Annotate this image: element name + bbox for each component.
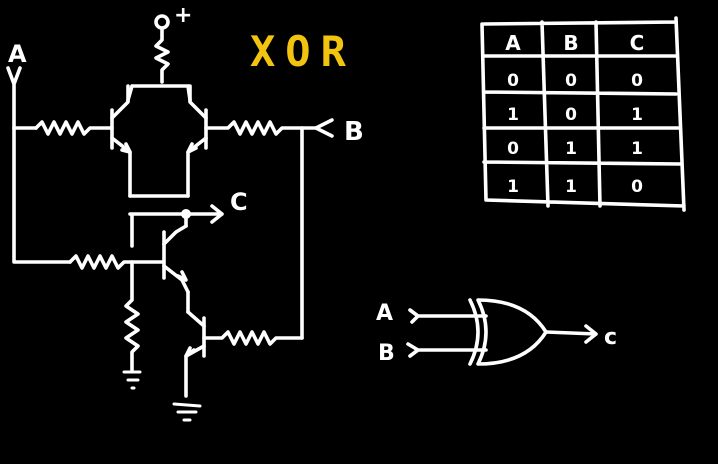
truth-table-cell: 1 <box>631 139 643 159</box>
truth-table-cell: 0 <box>565 71 577 91</box>
ground-symbol-1 <box>122 370 142 390</box>
truth-table-header-a: A <box>505 31 521 55</box>
truth-table-cell: 0 <box>565 105 577 125</box>
output-c-arrow <box>184 204 224 224</box>
gate-input-b-label: B <box>378 341 395 366</box>
resistor-q4-base <box>202 330 304 346</box>
input-a-wire <box>12 126 72 264</box>
input-b-label: B <box>344 117 364 147</box>
emitter-resistor <box>124 260 140 372</box>
transistor-q3 <box>162 224 190 294</box>
transistor-circuit: + A B C <box>6 3 364 422</box>
truth-table-cell: 0 <box>631 177 643 197</box>
collector-bridge-wire <box>128 194 190 248</box>
truth-table-grid <box>480 16 686 212</box>
transistor-q2 <box>186 84 208 198</box>
truth-table-cell: 1 <box>507 177 519 197</box>
xor-gate-back-arc <box>468 298 480 366</box>
diagram-title: XOR <box>250 27 356 76</box>
truth-table-cell: 0 <box>507 71 519 91</box>
transistor-q4 <box>184 290 206 398</box>
truth-table-cell: 0 <box>631 71 643 91</box>
ground-symbol-2 <box>172 402 202 422</box>
gate-output-label: c <box>604 325 617 350</box>
input-a-arrow <box>6 66 22 130</box>
resistor-q2-base <box>204 120 318 136</box>
xor-gate-symbol: A B c <box>376 298 617 366</box>
supply-terminal <box>154 14 170 84</box>
truth-table: A B C 0 0 0 1 0 1 0 1 1 1 1 0 <box>480 16 686 212</box>
gate-output-arrow <box>544 324 598 344</box>
truth-table-cell: 1 <box>631 105 643 125</box>
input-b-arrow <box>314 118 334 138</box>
xor-gate-body <box>476 298 548 366</box>
resistor-q1-base <box>34 120 114 136</box>
truth-table-cell: 1 <box>565 139 577 159</box>
truth-table-header-b: B <box>563 31 578 55</box>
supply-plus-label: + <box>174 3 192 28</box>
input-a-label: A <box>8 40 27 68</box>
truth-table-cell: 0 <box>507 139 519 159</box>
resistor-q3-base <box>68 254 164 270</box>
truth-table-cell: 1 <box>565 177 577 197</box>
top-rail-wire <box>126 84 192 102</box>
transistor-q1 <box>110 84 132 198</box>
gate-input-a-label: A <box>376 301 393 326</box>
truth-table-header-c: C <box>630 31 645 55</box>
truth-table-cell: 1 <box>507 105 519 125</box>
output-c-label: C <box>230 188 248 216</box>
